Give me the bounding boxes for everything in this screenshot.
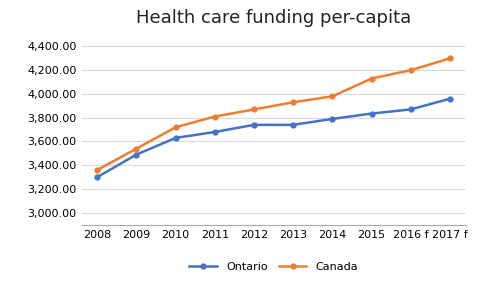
Canada bbox=[212, 115, 218, 118]
Canada bbox=[290, 101, 296, 104]
Ontario bbox=[173, 136, 179, 140]
Canada bbox=[95, 168, 100, 172]
Ontario bbox=[447, 97, 453, 101]
Legend: Ontario, Canada: Ontario, Canada bbox=[185, 257, 362, 276]
Ontario bbox=[329, 117, 335, 121]
Ontario bbox=[95, 175, 100, 179]
Canada bbox=[369, 77, 374, 80]
Canada bbox=[329, 94, 335, 98]
Canada bbox=[133, 147, 139, 150]
Ontario bbox=[133, 153, 139, 156]
Canada bbox=[251, 108, 257, 111]
Title: Health care funding per-capita: Health care funding per-capita bbox=[136, 10, 411, 27]
Ontario bbox=[251, 123, 257, 126]
Line: Ontario: Ontario bbox=[95, 96, 452, 179]
Canada bbox=[447, 56, 453, 60]
Line: Canada: Canada bbox=[95, 56, 452, 173]
Ontario bbox=[369, 112, 374, 115]
Ontario bbox=[408, 108, 414, 111]
Canada bbox=[408, 69, 414, 72]
Ontario bbox=[290, 123, 296, 126]
Canada bbox=[173, 126, 179, 129]
Ontario bbox=[212, 130, 218, 134]
